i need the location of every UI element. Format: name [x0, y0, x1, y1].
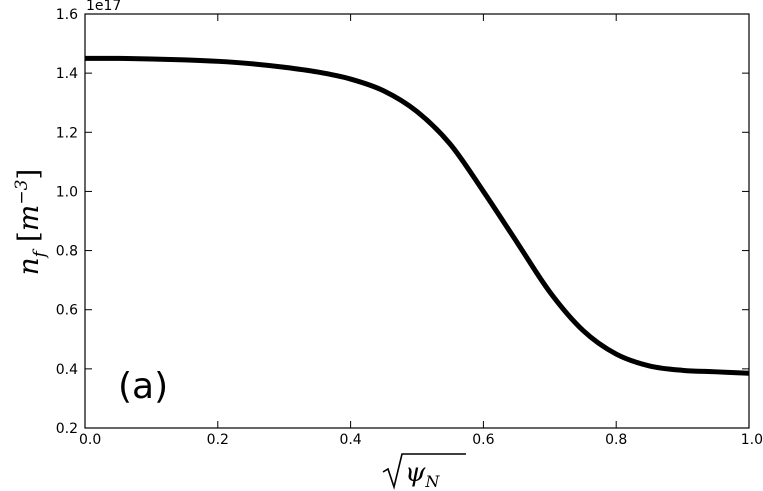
y-tick-label: 0.4	[56, 362, 78, 378]
plot-frame	[84, 13, 750, 429]
x-tick-label: 1.0	[741, 432, 763, 448]
y-tick-label: 0.8	[56, 244, 78, 260]
x-tick-label: 0.2	[207, 432, 229, 448]
svg-text:nf [m−3]: nf [m−3]	[12, 169, 50, 276]
x-tick-label: 0.6	[472, 432, 494, 448]
series-layer	[84, 55, 750, 376]
svg-text:ψN: ψN	[405, 458, 440, 491]
panel-label: (a)	[118, 366, 168, 407]
y-multiplier: 1e17	[86, 0, 121, 14]
y-tick-label: 0.2	[56, 421, 78, 437]
x-tick-label: 0.4	[339, 432, 361, 448]
y-tick-label: 0.6	[56, 303, 78, 319]
sqrt-symbol	[382, 453, 466, 490]
y-axis-label: nf [m−3]	[12, 169, 50, 276]
x-tick-label: 0.8	[605, 432, 627, 448]
y-tick-label: 1.2	[56, 125, 78, 141]
y-tick-label: 1.0	[56, 184, 78, 200]
series-line	[84, 55, 750, 376]
x-tick-label: 0.0	[79, 432, 101, 448]
y-tick-label: 1.6	[56, 7, 78, 23]
x-axis-label: ψN	[382, 453, 466, 491]
y-tick-label: 1.4	[56, 66, 78, 82]
